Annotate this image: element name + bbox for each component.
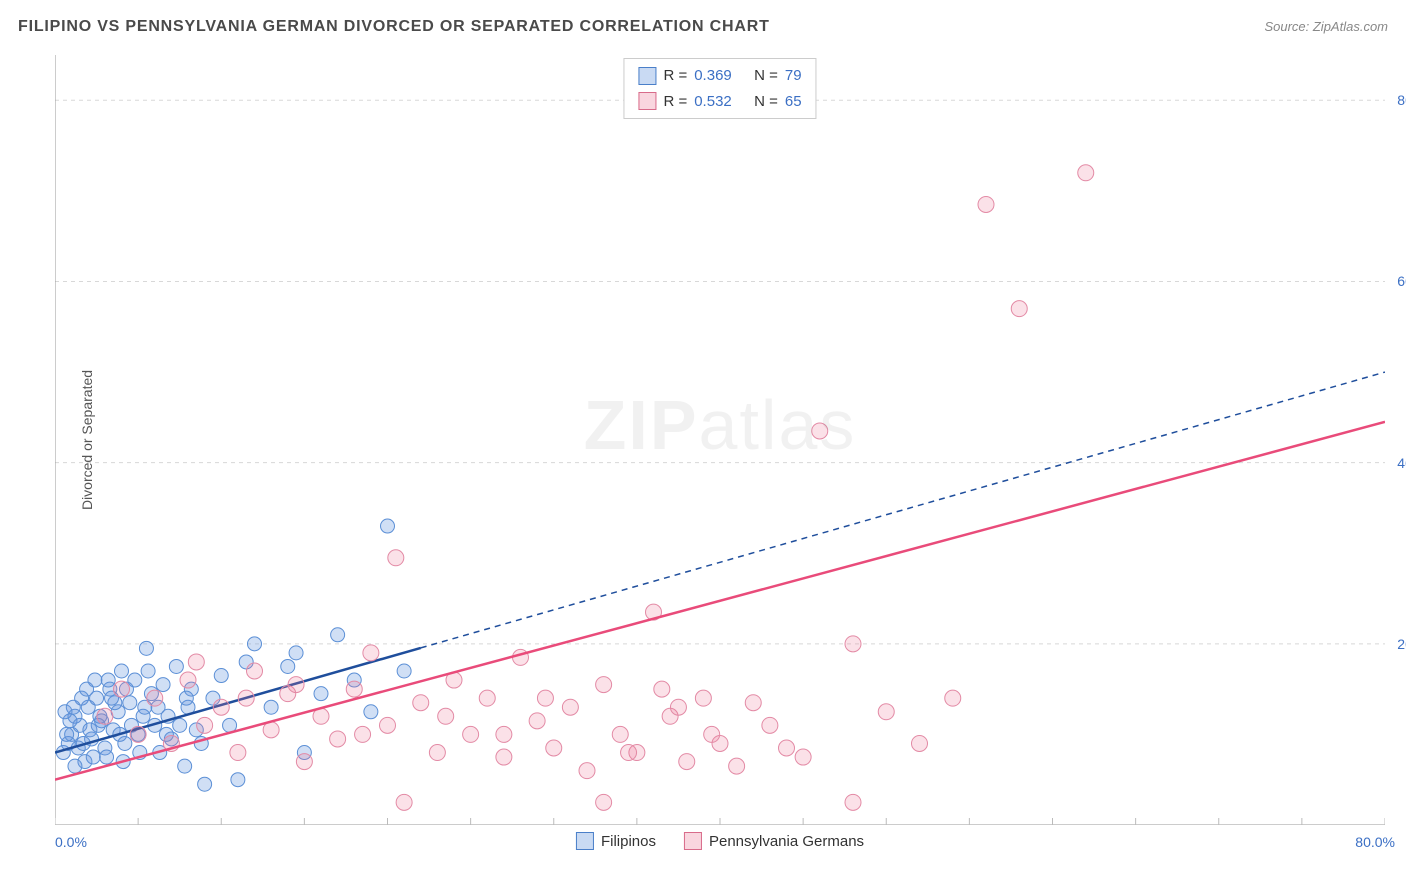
legend-item-label: Pennsylvania Germans bbox=[709, 833, 864, 850]
legend-row: R = 0.369 N = 79 bbox=[638, 63, 801, 89]
r-value: 0.369 bbox=[694, 63, 732, 89]
r-label: R = bbox=[663, 63, 687, 89]
chart-area: Divorced or Separated 0.0% 80.0% ZIPatla… bbox=[55, 55, 1385, 825]
swatch-icon bbox=[638, 67, 656, 85]
y-tick-label: 80.0% bbox=[1397, 92, 1406, 108]
y-tick-label: 40.0% bbox=[1397, 455, 1406, 471]
n-label: N = bbox=[754, 63, 778, 89]
legend-item-label: Filipinos bbox=[601, 833, 656, 850]
swatch-icon bbox=[638, 92, 656, 110]
swatch-icon bbox=[576, 832, 594, 850]
r-label: R = bbox=[663, 89, 687, 115]
y-axis-label: Divorced or Separated bbox=[79, 370, 95, 510]
n-value: 79 bbox=[785, 63, 802, 89]
n-label: N = bbox=[754, 89, 778, 115]
source-attribution: Source: ZipAtlas.com bbox=[1264, 19, 1388, 34]
n-value: 65 bbox=[785, 89, 802, 115]
legend-item: Pennsylvania Germans bbox=[684, 832, 864, 850]
x-axis-max-label: 80.0% bbox=[1355, 834, 1395, 850]
chart-title: FILIPINO VS PENNSYLVANIA GERMAN DIVORCED… bbox=[18, 18, 770, 36]
r-value: 0.532 bbox=[694, 89, 732, 115]
y-tick-label: 60.0% bbox=[1397, 273, 1406, 289]
correlation-legend: R = 0.369 N = 79 R = 0.532 N = 65 bbox=[623, 58, 816, 119]
legend-item: Filipinos bbox=[576, 832, 656, 850]
series-legend: Filipinos Pennsylvania Germans bbox=[576, 832, 864, 850]
legend-row: R = 0.532 N = 65 bbox=[638, 89, 801, 115]
y-tick-label: 20.0% bbox=[1397, 636, 1406, 652]
scatter-plot-svg bbox=[55, 55, 1385, 825]
x-axis-min-label: 0.0% bbox=[55, 834, 87, 850]
swatch-icon bbox=[684, 832, 702, 850]
